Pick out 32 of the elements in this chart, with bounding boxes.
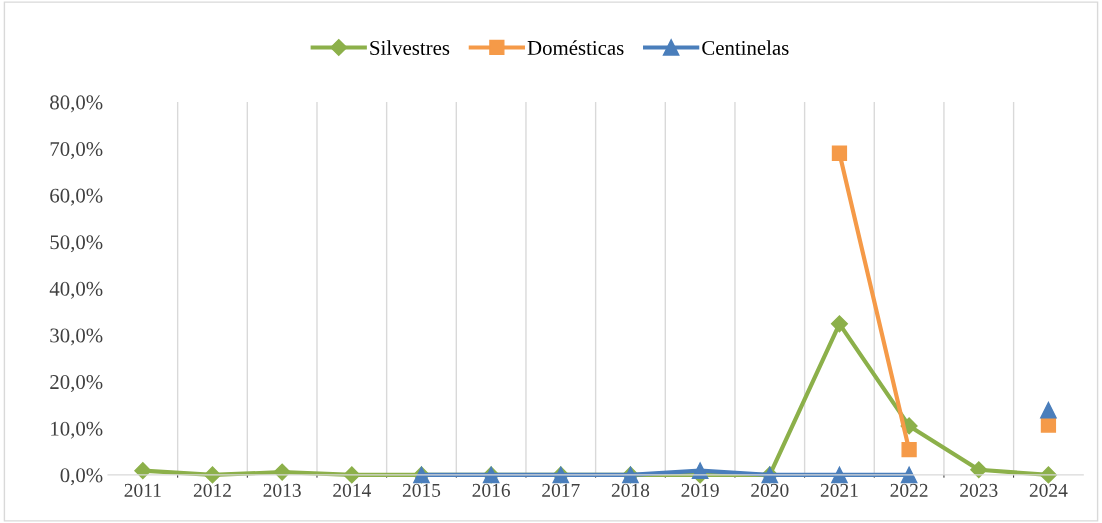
y-tick-label: 80,0% xyxy=(50,95,103,113)
x-tick-label: 2013 xyxy=(263,483,301,497)
legend-label: Domésticas xyxy=(527,40,624,55)
y-tick-label: 40,0% xyxy=(49,281,103,299)
point xyxy=(1040,417,1057,433)
point xyxy=(1040,401,1057,419)
y-tick-label: 20,0% xyxy=(50,375,103,393)
y-tick-label: 70,0% xyxy=(50,141,103,160)
legend-label: Centinelas xyxy=(702,40,789,55)
x-tick-label: 2014 xyxy=(333,483,371,497)
x-tick-label: 2012 xyxy=(193,483,231,497)
x-tick-label: 2015 xyxy=(402,483,441,497)
x-tick-label: 2024 xyxy=(1029,483,1068,497)
x-tick-label: 2011 xyxy=(124,483,161,497)
x-tick-label: 2022 xyxy=(890,483,928,497)
x-tick-label: 2020 xyxy=(751,483,789,497)
x-tick-label: 2023 xyxy=(960,483,998,497)
y-tick-label: 0,0% xyxy=(60,468,103,486)
x-tick-label: 2018 xyxy=(611,483,650,497)
y-tick-label: 60,0% xyxy=(50,188,103,206)
x-tick-label: 2021 xyxy=(820,483,858,497)
point xyxy=(970,461,988,479)
legend-label: Silvestres xyxy=(370,40,450,55)
point xyxy=(901,442,917,458)
y-tick-label: 10,0% xyxy=(51,421,103,439)
x-tick-label: 2016 xyxy=(472,483,510,497)
x-tick-label: 2019 xyxy=(681,483,719,497)
point xyxy=(830,315,849,333)
point xyxy=(831,145,848,161)
y-tick-label: 50,0% xyxy=(50,235,103,253)
x-tick-label: 2017 xyxy=(542,483,580,497)
y-tick-label: 30,0% xyxy=(50,328,103,346)
